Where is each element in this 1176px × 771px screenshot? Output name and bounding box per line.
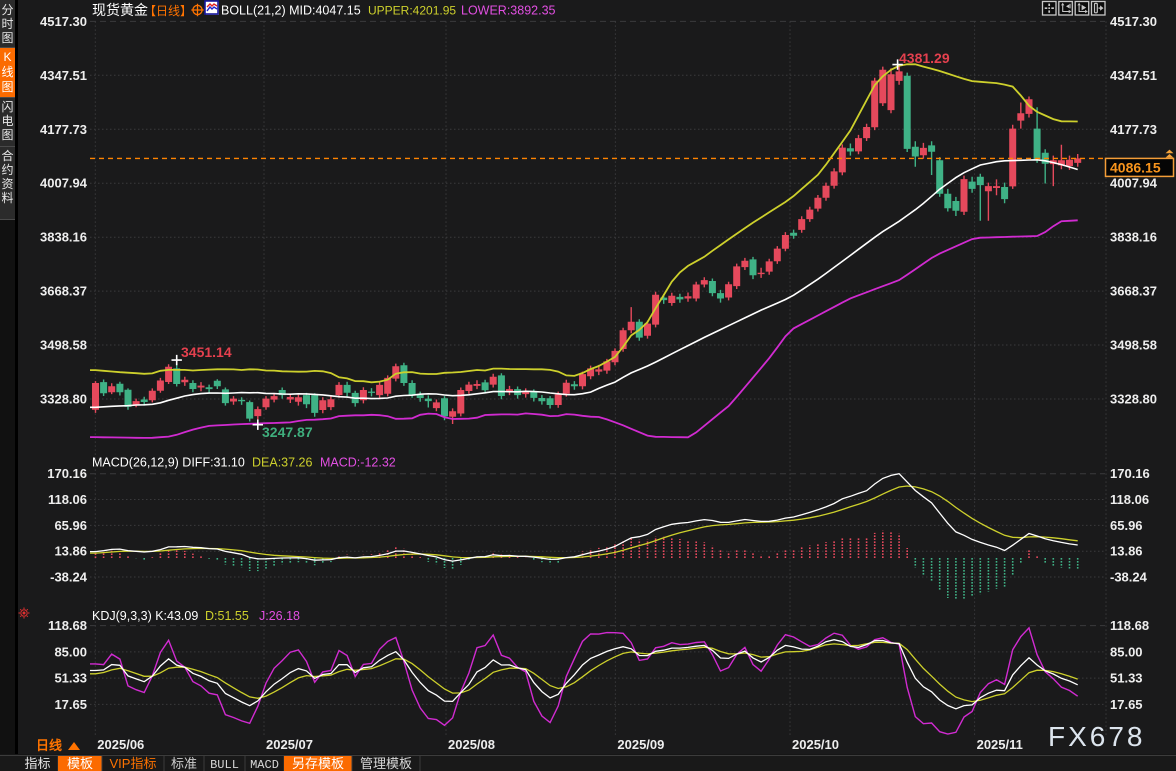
svg-text:DEA:37.26: DEA:37.26 xyxy=(252,456,313,470)
svg-text:指标: 指标 xyxy=(24,756,50,771)
svg-text:4007.94: 4007.94 xyxy=(40,176,88,191)
svg-text:3247.87: 3247.87 xyxy=(262,424,313,440)
svg-text:2025/08: 2025/08 xyxy=(448,737,495,752)
svg-text:LOWER:3892.35: LOWER:3892.35 xyxy=(461,4,556,18)
svg-text:17.65: 17.65 xyxy=(1110,697,1143,712)
svg-text:J:26.18: J:26.18 xyxy=(259,609,300,623)
svg-text:65.96: 65.96 xyxy=(54,518,87,533)
svg-text:51.33: 51.33 xyxy=(54,671,87,686)
svg-text:BULL: BULL xyxy=(210,758,239,771)
svg-text:UPPER:4201.95: UPPER:4201.95 xyxy=(368,4,456,18)
svg-text:51.33: 51.33 xyxy=(1110,671,1143,686)
svg-text:118.68: 118.68 xyxy=(1110,618,1149,633)
svg-text:170.16: 170.16 xyxy=(1110,466,1150,481)
svg-text:FX678: FX678 xyxy=(1048,721,1146,752)
svg-text:另存模板: 另存模板 xyxy=(292,756,344,771)
svg-text:管理模板: 管理模板 xyxy=(360,756,412,771)
svg-text:线: 线 xyxy=(1,65,13,79)
svg-text:【日线】: 【日线】 xyxy=(144,4,192,18)
svg-text:标准: 标准 xyxy=(171,756,197,771)
svg-text:4517.30: 4517.30 xyxy=(40,14,87,29)
svg-text:现货黄金: 现货黄金 xyxy=(92,2,148,18)
svg-text:4086.15: 4086.15 xyxy=(1110,159,1161,175)
svg-text:17.65: 17.65 xyxy=(54,697,87,712)
svg-text:模板: 模板 xyxy=(67,756,93,771)
svg-text:料: 料 xyxy=(1,191,13,205)
svg-text:约: 约 xyxy=(1,162,13,177)
svg-text:资: 资 xyxy=(1,177,13,191)
svg-text:VIP指标: VIP指标 xyxy=(110,756,157,771)
svg-text:BOLL(21,2) MID:4047.15: BOLL(21,2) MID:4047.15 xyxy=(221,4,361,18)
svg-text:3498.58: 3498.58 xyxy=(40,338,87,353)
svg-text:4177.73: 4177.73 xyxy=(40,122,87,137)
svg-text:3838.16: 3838.16 xyxy=(1110,230,1157,245)
svg-text:4517.30: 4517.30 xyxy=(1110,14,1157,29)
svg-text:118.68: 118.68 xyxy=(48,618,87,633)
svg-text:85.00: 85.00 xyxy=(54,644,87,659)
svg-text:电: 电 xyxy=(1,114,13,128)
svg-text:65.96: 65.96 xyxy=(1110,518,1143,533)
svg-text:4347.51: 4347.51 xyxy=(1110,68,1157,83)
svg-text:3838.16: 3838.16 xyxy=(40,230,87,245)
svg-text:D:51.55: D:51.55 xyxy=(205,609,249,623)
svg-text:2025/09: 2025/09 xyxy=(617,737,664,752)
svg-text:4347.51: 4347.51 xyxy=(40,68,87,83)
svg-text:日线: 日线 xyxy=(36,738,62,753)
svg-text:3451.14: 3451.14 xyxy=(181,344,232,360)
svg-text:图: 图 xyxy=(1,80,13,94)
svg-text:时: 时 xyxy=(1,17,13,31)
svg-text:2025/11: 2025/11 xyxy=(977,737,1023,752)
svg-text:MACD: MACD xyxy=(250,758,279,771)
svg-text:2025/07: 2025/07 xyxy=(266,737,313,752)
svg-text:2025/10: 2025/10 xyxy=(792,737,839,752)
svg-text:3328.80: 3328.80 xyxy=(1110,392,1157,407)
svg-text:170.16: 170.16 xyxy=(47,466,87,481)
svg-text:KDJ(9,3,3) K:43.09: KDJ(9,3,3) K:43.09 xyxy=(92,609,198,623)
svg-text:K: K xyxy=(3,50,11,64)
svg-text:3668.37: 3668.37 xyxy=(1110,284,1157,299)
svg-text:分: 分 xyxy=(1,3,13,17)
svg-text:图: 图 xyxy=(1,128,13,142)
svg-text:4177.73: 4177.73 xyxy=(1110,122,1157,137)
svg-text:4381.29: 4381.29 xyxy=(899,50,950,66)
svg-text:3328.80: 3328.80 xyxy=(40,392,87,407)
svg-text:13.86: 13.86 xyxy=(54,544,87,559)
svg-text:图: 图 xyxy=(1,31,13,45)
svg-text:闪: 闪 xyxy=(1,100,13,114)
svg-text:85.00: 85.00 xyxy=(1110,644,1143,659)
svg-text:4007.94: 4007.94 xyxy=(1110,176,1158,191)
svg-text:合: 合 xyxy=(1,148,13,163)
svg-text:118.06: 118.06 xyxy=(1110,492,1149,507)
svg-text:-38.24: -38.24 xyxy=(1110,570,1148,585)
svg-text:2025/06: 2025/06 xyxy=(97,737,144,752)
svg-text:MACD:-12.32: MACD:-12.32 xyxy=(320,456,396,470)
svg-text:3668.37: 3668.37 xyxy=(40,284,87,299)
svg-text:3498.58: 3498.58 xyxy=(1110,338,1157,353)
svg-text:118.06: 118.06 xyxy=(48,492,87,507)
svg-text:-38.24: -38.24 xyxy=(50,570,88,585)
svg-text:MACD(26,12,9) DIFF:31.10: MACD(26,12,9) DIFF:31.10 xyxy=(92,456,245,470)
svg-text:13.86: 13.86 xyxy=(1110,544,1143,559)
